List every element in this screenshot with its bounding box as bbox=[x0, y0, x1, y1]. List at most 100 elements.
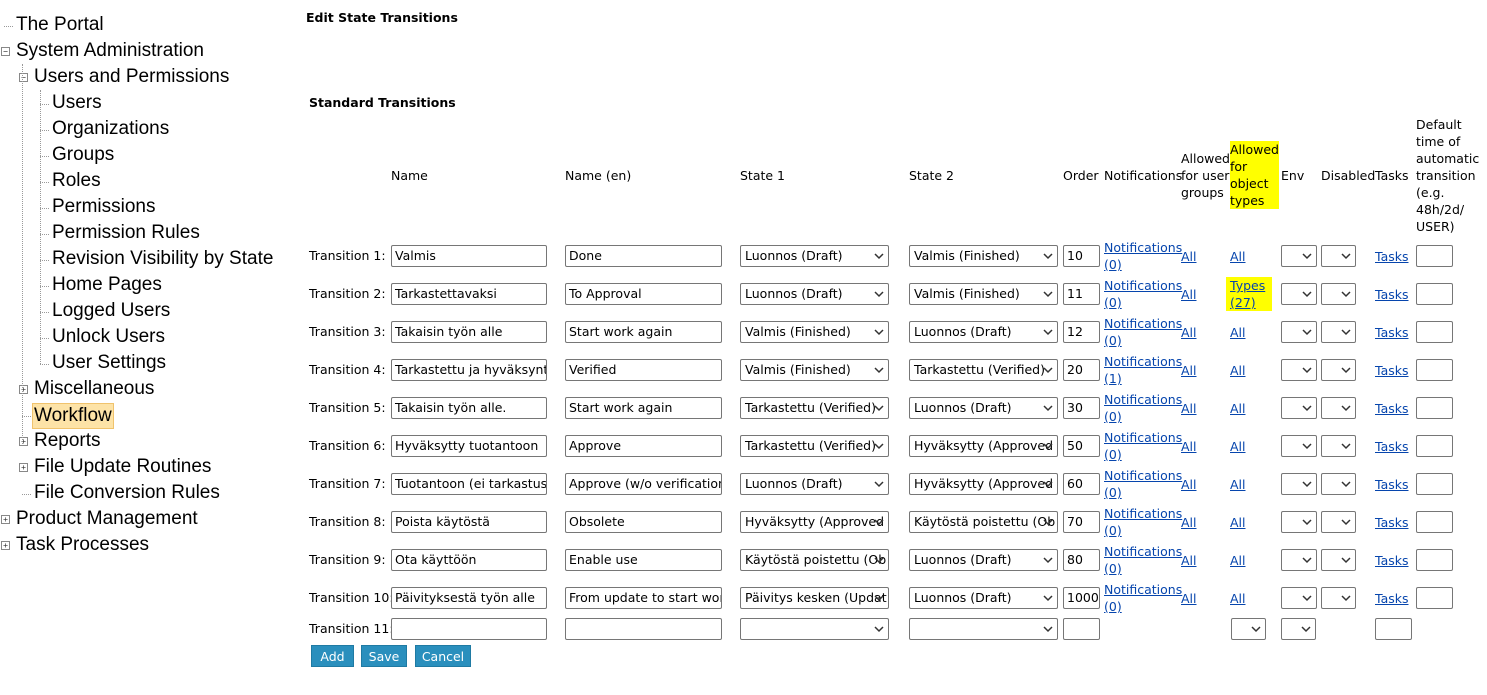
name-en-input[interactable]: Obsolete bbox=[565, 511, 722, 533]
name-input[interactable]: Tarkastettavaksi bbox=[391, 283, 547, 305]
name-input[interactable]: Hyväksytty tuotantoon bbox=[391, 435, 547, 457]
name-en-input[interactable]: Approve (w/o verification) bbox=[565, 473, 722, 495]
user-groups-link[interactable]: All bbox=[1181, 325, 1197, 340]
button[interactable]: Add bbox=[311, 645, 354, 667]
tree-item[interactable]: Home Pages bbox=[52, 274, 162, 295]
env-select[interactable] bbox=[1281, 473, 1317, 495]
env-select[interactable] bbox=[1281, 397, 1317, 419]
env-select[interactable] bbox=[1281, 549, 1317, 571]
tree-toggle[interactable]: − bbox=[19, 73, 28, 82]
tasks-link[interactable]: Tasks bbox=[1375, 515, 1409, 530]
disabled-select[interactable] bbox=[1321, 321, 1356, 343]
state2-select[interactable]: Hyväksytty (Approved bbox=[909, 473, 1058, 495]
tree-item[interactable]: Task Processes bbox=[16, 534, 150, 555]
default-time-input[interactable] bbox=[1416, 397, 1453, 419]
tree-item[interactable]: Reports bbox=[34, 430, 101, 451]
order-input[interactable]: 10 bbox=[1063, 245, 1100, 267]
name-input[interactable]: Poista käytöstä bbox=[391, 511, 547, 533]
tasks-input[interactable] bbox=[1375, 618, 1412, 640]
notifications-link[interactable]: Notifications (0) bbox=[1104, 544, 1183, 576]
state1-select[interactable]: Hyväksytty (Approved bbox=[740, 511, 889, 533]
order-input[interactable]: 70 bbox=[1063, 511, 1100, 533]
order-input[interactable]: 30 bbox=[1063, 397, 1100, 419]
name-en-input[interactable]: To Approval bbox=[565, 283, 722, 305]
default-time-input[interactable] bbox=[1416, 549, 1453, 571]
name-en-input[interactable]: Start work again bbox=[565, 397, 722, 419]
object-types-link[interactable]: All bbox=[1230, 439, 1246, 454]
tasks-link[interactable]: Tasks bbox=[1375, 553, 1409, 568]
name-en-input[interactable]: Done bbox=[565, 245, 722, 267]
notifications-link[interactable]: Notifications (0) bbox=[1104, 468, 1183, 500]
state2-select[interactable]: Tarkastettu (Verified) bbox=[909, 359, 1058, 381]
object-types-link[interactable]: All bbox=[1230, 249, 1246, 264]
tree-item[interactable]: User Settings bbox=[52, 352, 167, 373]
tree-item[interactable]: File Conversion Rules bbox=[34, 482, 220, 503]
notifications-link[interactable]: Notifications (1) bbox=[1104, 354, 1183, 386]
disabled-select[interactable] bbox=[1321, 587, 1356, 609]
name-input[interactable]: Valmis bbox=[391, 245, 547, 267]
notifications-link[interactable]: Notifications (0) bbox=[1104, 278, 1183, 310]
default-time-input[interactable] bbox=[1416, 321, 1453, 343]
disabled-select[interactable] bbox=[1321, 283, 1356, 305]
disabled-select[interactable] bbox=[1321, 473, 1356, 495]
object-types-select[interactable] bbox=[1231, 618, 1266, 640]
env-select[interactable] bbox=[1281, 587, 1317, 609]
tree-toggle[interactable]: − bbox=[1, 47, 10, 56]
object-types-link[interactable]: All bbox=[1230, 325, 1246, 340]
tree-toggle[interactable]: + bbox=[19, 437, 28, 446]
object-types-link[interactable]: Types (27) bbox=[1226, 277, 1272, 311]
state1-select[interactable]: Luonnos (Draft) bbox=[740, 245, 889, 267]
name-en-input[interactable] bbox=[565, 618, 722, 640]
order-input[interactable]: 20 bbox=[1063, 359, 1100, 381]
state2-select[interactable]: Luonnos (Draft) bbox=[909, 587, 1058, 609]
default-time-input[interactable] bbox=[1416, 359, 1453, 381]
env-select[interactable] bbox=[1281, 359, 1317, 381]
order-input[interactable] bbox=[1063, 618, 1100, 640]
env-select[interactable] bbox=[1281, 245, 1317, 267]
state2-select[interactable]: Hyväksytty (Approved bbox=[909, 435, 1058, 457]
state2-select[interactable]: Luonnos (Draft) bbox=[909, 321, 1058, 343]
tasks-link[interactable]: Tasks bbox=[1375, 591, 1409, 606]
state1-select[interactable] bbox=[740, 618, 889, 640]
tree-item[interactable]: Permission Rules bbox=[52, 222, 200, 243]
state1-select[interactable]: Valmis (Finished) bbox=[740, 359, 889, 381]
name-en-input[interactable]: Approve bbox=[565, 435, 722, 457]
name-input[interactable]: Takaisin työn alle. bbox=[391, 397, 547, 419]
name-en-input[interactable]: From update to start work bbox=[565, 587, 722, 609]
object-types-link[interactable]: All bbox=[1230, 591, 1246, 606]
default-time-input[interactable] bbox=[1416, 587, 1453, 609]
tree-item[interactable]: Groups bbox=[52, 144, 115, 165]
env-select[interactable] bbox=[1281, 435, 1317, 457]
name-en-input[interactable]: Verified bbox=[565, 359, 722, 381]
tree-item[interactable]: Organizations bbox=[52, 118, 170, 139]
env-select[interactable] bbox=[1281, 618, 1316, 640]
user-groups-link[interactable]: All bbox=[1181, 401, 1197, 416]
user-groups-link[interactable]: All bbox=[1181, 363, 1197, 378]
user-groups-link[interactable]: All bbox=[1181, 287, 1197, 302]
notifications-link[interactable]: Notifications (0) bbox=[1104, 582, 1183, 614]
order-input[interactable]: 60 bbox=[1063, 473, 1100, 495]
object-types-link[interactable]: All bbox=[1230, 363, 1246, 378]
tree-item[interactable]: Logged Users bbox=[52, 300, 171, 321]
tree-item[interactable]: Roles bbox=[52, 170, 101, 191]
tasks-link[interactable]: Tasks bbox=[1375, 249, 1409, 264]
notifications-link[interactable]: Notifications (0) bbox=[1104, 430, 1183, 462]
disabled-select[interactable] bbox=[1321, 359, 1356, 381]
tasks-link[interactable]: Tasks bbox=[1375, 401, 1409, 416]
tasks-link[interactable]: Tasks bbox=[1375, 363, 1409, 378]
default-time-input[interactable] bbox=[1416, 283, 1453, 305]
tree-item[interactable]: Revision Visibility by State bbox=[52, 248, 274, 269]
user-groups-link[interactable]: All bbox=[1181, 477, 1197, 492]
state2-select[interactable]: Valmis (Finished) bbox=[909, 283, 1058, 305]
user-groups-link[interactable]: All bbox=[1181, 591, 1197, 606]
user-groups-link[interactable]: All bbox=[1181, 249, 1197, 264]
tasks-link[interactable]: Tasks bbox=[1375, 439, 1409, 454]
env-select[interactable] bbox=[1281, 321, 1317, 343]
disabled-select[interactable] bbox=[1321, 397, 1356, 419]
tree-item[interactable]: Miscellaneous bbox=[34, 378, 155, 399]
name-input[interactable]: Päivityksestä työn alle bbox=[391, 587, 547, 609]
disabled-select[interactable] bbox=[1321, 245, 1356, 267]
state2-select[interactable]: Käytöstä poistettu (Ob bbox=[909, 511, 1058, 533]
state1-select[interactable]: Tarkastettu (Verified) bbox=[740, 435, 889, 457]
disabled-select[interactable] bbox=[1321, 549, 1356, 571]
